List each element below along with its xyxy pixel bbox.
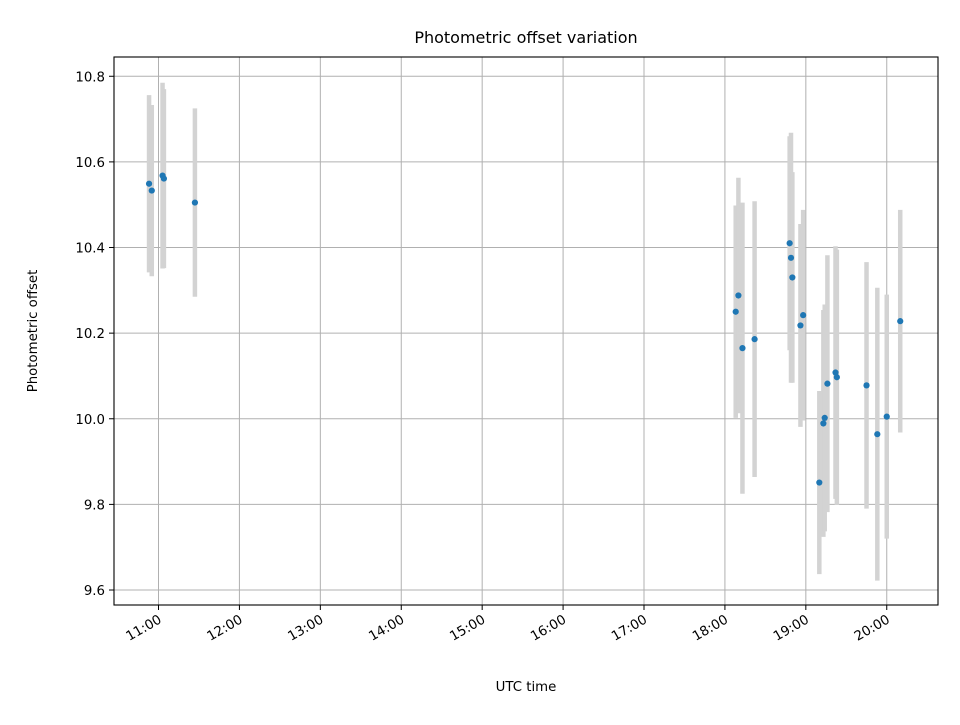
data-point [821, 414, 828, 422]
y-tick-label: 10.6 [75, 156, 105, 171]
data-point [145, 180, 153, 187]
x-axis-label: UTC time [496, 680, 557, 695]
data-point [832, 369, 839, 376]
y-tick-label: 9.6 [84, 584, 105, 599]
data-point [732, 308, 739, 315]
plot-frame [113, 56, 939, 606]
data-point [751, 336, 758, 343]
data-point [824, 380, 831, 387]
y-axis-label: Photometric offset [26, 270, 41, 393]
data-point [874, 431, 881, 438]
chart-title: Photometric offset variation [414, 28, 637, 47]
data-point [820, 420, 827, 427]
data-point [833, 374, 840, 381]
data-point [786, 240, 793, 247]
data-point [787, 254, 795, 261]
data-point [148, 187, 155, 194]
y-tick-label: 9.8 [84, 498, 105, 513]
data-point [735, 292, 742, 299]
data-point [897, 318, 904, 325]
data-point [789, 274, 796, 281]
data-point [797, 322, 804, 329]
data-point [191, 199, 199, 206]
data-point [883, 413, 890, 420]
data-point [816, 479, 823, 486]
y-tick-label: 10.2 [75, 327, 105, 342]
data-points [145, 172, 904, 486]
data-point [739, 345, 746, 352]
y-tick-label: 10.8 [75, 70, 105, 85]
data-point [863, 382, 870, 389]
y-tick-label: 10.4 [75, 242, 105, 257]
data-point [160, 175, 167, 182]
y-tick-label: 10.0 [75, 413, 105, 428]
data-point [800, 312, 807, 319]
